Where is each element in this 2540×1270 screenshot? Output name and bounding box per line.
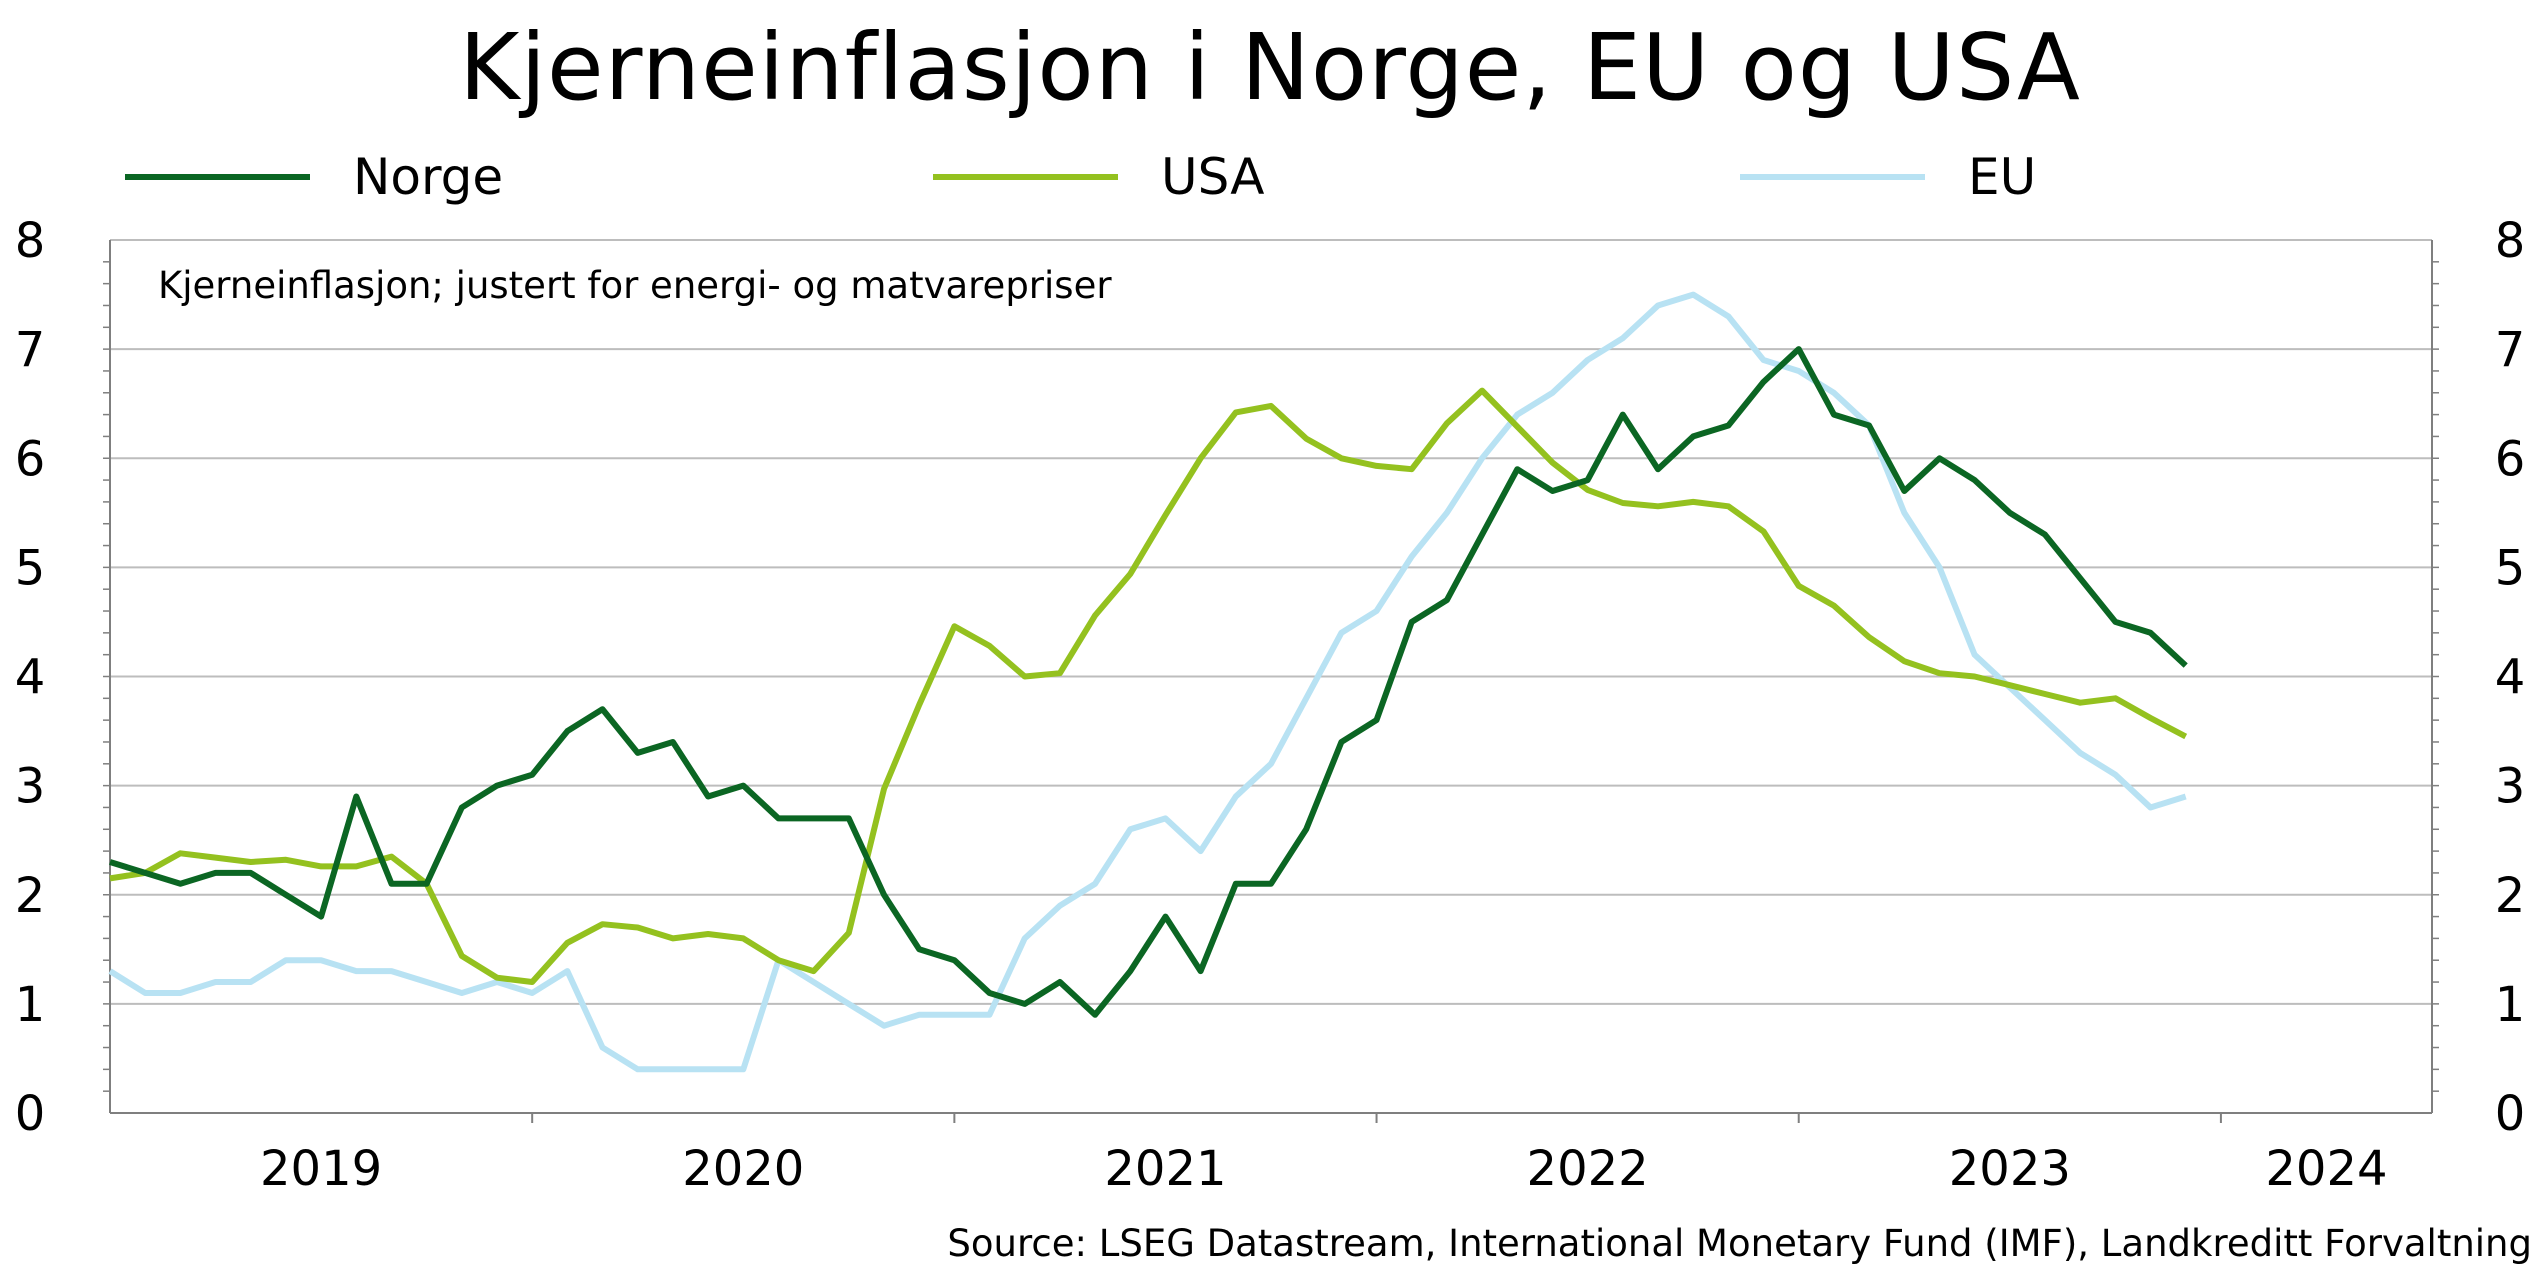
x-tick-label-2023: 2023 [1949, 1141, 2071, 1197]
y-tick-label-right: 3 [2495, 759, 2526, 815]
legend-label-eu: EU [1968, 148, 2037, 206]
y-tick-label-right: 4 [2495, 650, 2526, 706]
chart-title: Kjerneinflasjon i Norge, EU og USA [459, 14, 2081, 121]
legend-swatch-usa [933, 174, 1118, 180]
legend-item-eu: EU [1740, 148, 2160, 208]
y-tick-label-right: 1 [2495, 977, 2526, 1033]
series-line-usa [109, 387, 2188, 985]
y-tick-label-right: 5 [2495, 540, 2526, 596]
chart-annotation: Kjerneinflasjon; justert for energi- og … [158, 264, 1112, 307]
source-note: Source: LSEG Datastream, International M… [947, 1222, 2532, 1265]
y-tick-label-right: 7 [2495, 322, 2526, 378]
x-tick-label-2022: 2022 [1527, 1141, 1649, 1197]
legend-item-norge: Norge [125, 148, 545, 208]
y-tick-label-right: 8 [2495, 213, 2526, 269]
x-tick-label-2024: 2024 [2265, 1141, 2387, 1197]
y-tick-label-left: 5 [15, 540, 46, 596]
y-tick-label-left: 1 [15, 977, 46, 1033]
y-tick-label-left: 3 [15, 759, 46, 815]
series-line-norge [109, 346, 2188, 1018]
x-tick-label-2019: 2019 [260, 1141, 382, 1197]
y-tick-label-right: 0 [2495, 1086, 2526, 1142]
y-tick-label-left: 0 [15, 1086, 46, 1142]
y-tick-label-right: 6 [2495, 431, 2526, 487]
series-line-eu [108, 291, 2187, 1073]
legend-label-usa: USA [1161, 148, 1265, 206]
y-tick-label-left: 6 [15, 431, 46, 487]
y-tick-label-left: 8 [15, 213, 46, 269]
y-tick-label-left: 7 [15, 322, 46, 378]
x-tick-label-2020: 2020 [682, 1141, 804, 1197]
x-tick-label-2021: 2021 [1104, 1141, 1226, 1197]
y-tick-label-right: 2 [2495, 868, 2526, 924]
y-tick-label-left: 2 [15, 868, 46, 924]
y-tick-label-left: 4 [15, 650, 46, 706]
legend-swatch-eu [1740, 174, 1925, 180]
legend-item-usa: USA [933, 148, 1353, 208]
legend-label-norge: Norge [353, 148, 504, 206]
legend-swatch-norge [125, 174, 310, 180]
